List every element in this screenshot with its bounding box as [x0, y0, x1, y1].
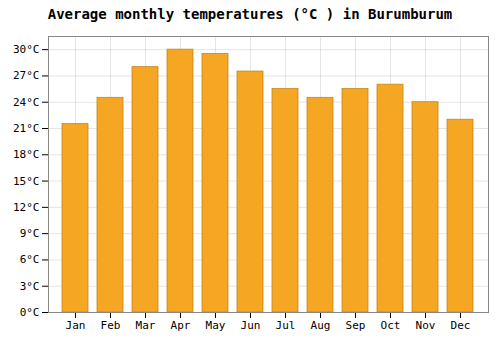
- svg-text:0°C: 0°C: [20, 306, 40, 319]
- svg-text:Aug: Aug: [311, 319, 331, 332]
- svg-text:Dec: Dec: [451, 319, 471, 332]
- svg-text:Apr: Apr: [171, 319, 191, 332]
- svg-text:15°C: 15°C: [13, 175, 40, 188]
- svg-text:Mar: Mar: [136, 319, 156, 332]
- svg-text:9°C: 9°C: [20, 227, 40, 240]
- svg-text:24°C: 24°C: [13, 96, 40, 109]
- html-text:Average monthly temperatures (: Average monthly temperatures (°C ) in Bu…: [47, 6, 453, 22]
- svg-text:Oct: Oct: [381, 319, 401, 332]
- svg-text:Jul: Jul: [276, 319, 296, 332]
- svg-text:Jun: Jun: [241, 319, 261, 332]
- svg-text:30°C: 30°C: [13, 43, 40, 56]
- svg-text:6°C: 6°C: [20, 253, 40, 266]
- svg-text:12°C: 12°C: [13, 201, 40, 214]
- svg-text:May: May: [206, 319, 226, 332]
- svg-text:27°C: 27°C: [13, 69, 40, 82]
- svg-text:3°C: 3°C: [20, 280, 40, 293]
- svg-text:Sep: Sep: [346, 319, 366, 332]
- svg-text:Jan: Jan: [66, 319, 86, 332]
- svg-text:18°C: 18°C: [13, 148, 40, 161]
- svg-text:Nov: Nov: [416, 319, 436, 332]
- svg-text:21°C: 21°C: [13, 122, 40, 135]
- svg-text:Feb: Feb: [101, 319, 121, 332]
